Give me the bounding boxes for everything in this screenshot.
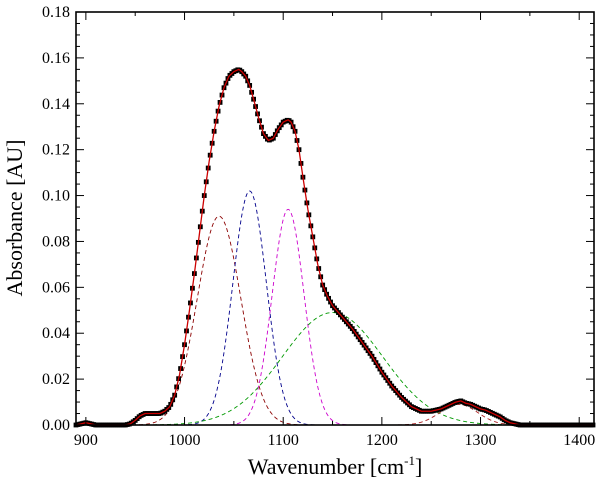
y-tick-label: 0.18: [42, 4, 70, 21]
chart-ticks: [76, 11, 594, 426]
component-curve-3: [76, 208, 594, 426]
y-tick-label: 0.08: [42, 233, 70, 250]
x-tick-label: 1000: [169, 432, 201, 449]
x-tick-label: 1100: [267, 432, 298, 449]
chart-data-points: [73, 67, 596, 428]
component-curve-1: [76, 215, 594, 426]
y-tick-label: 0.12: [42, 142, 70, 159]
y-tick-label: 0.00: [42, 417, 70, 434]
chart-tick-labels: 900 1000 1100 1200 1300 1400 0.00 0.02 0.04 0.06 0…: [42, 4, 595, 449]
y-axis-title: Absorbance [AU]: [2, 140, 27, 297]
x-tick-label: 1200: [366, 432, 398, 449]
x-tick-label: 1400: [563, 432, 595, 449]
fit-curve: [75, 68, 594, 426]
y-tick-label: 0.04: [42, 325, 70, 342]
y-tick-label: 0.10: [42, 188, 70, 205]
component-curve-4: [76, 312, 594, 426]
plot-frame: [75, 11, 595, 426]
y-tick-label: 0.14: [42, 96, 70, 113]
x-axis-title: Wavenumber [cm-1]: [248, 453, 423, 479]
y-tick-label: 0.02: [42, 371, 70, 388]
x-tick-label: 900: [74, 432, 98, 449]
y-tick-label: 0.16: [42, 50, 70, 67]
y-tick-label: 0.06: [42, 279, 70, 296]
x-tick-label: 1300: [465, 432, 497, 449]
